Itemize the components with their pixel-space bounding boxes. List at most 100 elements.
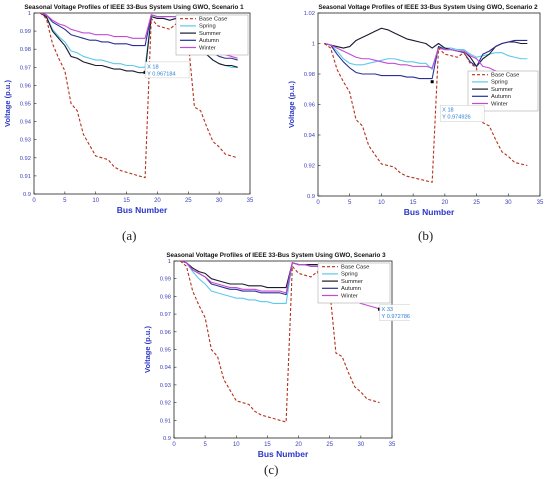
c2-legend-label: Spring [491, 80, 508, 86]
c1-ytick-label: 0.93 [20, 138, 31, 144]
c2-ytick-label: 0.96 [304, 103, 315, 109]
c3-ytick-label: 0.91 [160, 418, 171, 424]
c3-xtick-label: 10 [233, 442, 240, 448]
c3-ytick-label: 0.96 [160, 330, 171, 336]
c3-legend-label: Winter [341, 293, 358, 299]
c3-xtick-label: 20 [295, 442, 302, 448]
c3-xtick-label: 35 [389, 442, 396, 448]
c3-ytick-label: 0.94 [160, 365, 172, 371]
c2-ytick-label: 1 [312, 42, 315, 48]
c2-datatip-box [439, 105, 485, 122]
c1-datatip-line: X 18 [147, 64, 159, 70]
c2-xtick-label: 20 [442, 200, 449, 206]
c2-ytick-label: 0.94 [304, 133, 316, 139]
c1-ylabel: Voltage (p.u.) [3, 80, 12, 127]
c2-legend-label: Winter [491, 101, 508, 107]
c2-datatip-line: Y 0.974926 [442, 115, 471, 121]
c2-series-autumn [324, 39, 528, 80]
c2-ytick-label: 1.02 [304, 11, 315, 17]
c3-legend-label: Base Case [341, 265, 369, 271]
c3-xtick-label: 0 [172, 442, 176, 448]
c3-ytick-label: 1 [168, 259, 171, 265]
c2-series-base-case [324, 43, 528, 183]
c3-xtick-label: 15 [264, 442, 271, 448]
chart-scenario-3-svg: Seasonal Voltage Profiles of IEEE 33-Bus… [143, 252, 424, 459]
c3-ytick-label: 0.93 [160, 383, 171, 389]
c2-series-summer [324, 27, 528, 67]
c1-xtick-label: 15 [123, 198, 130, 204]
c3-xlabel: Bus Number [258, 449, 309, 458]
c1-ytick-label: 0.99 [20, 29, 31, 35]
c2-legend-label: Autumn [491, 94, 511, 100]
c1-xtick-label: 30 [216, 198, 223, 204]
caption-c: (c) [264, 462, 279, 477]
c3-series-base-case [179, 260, 380, 423]
c1-ytick-label: 0.9 [23, 192, 31, 198]
chart-scenario-2-svg: Seasonal Voltage Profiles of IEEE 33-Bus… [287, 4, 544, 217]
c2-xtick-label: 10 [378, 200, 385, 206]
c2-legend-label: Summer [491, 87, 513, 93]
c2-xtick-label: 30 [505, 200, 512, 206]
c1-ytick-label: 0.97 [20, 65, 31, 71]
chart-scenario-1-svg: Seasonal Voltage Profiles of IEEE 33-Bus… [3, 4, 254, 215]
c1-legend-label: Winter [199, 45, 216, 51]
c2-xtick-label: 35 [537, 200, 544, 206]
c3-ytick-label: 0.98 [160, 294, 171, 300]
c1-legend-label: Autumn [199, 38, 219, 44]
c1-datatip-line: Y 0.967184 [147, 71, 176, 77]
c3-legend-label: Autumn [341, 286, 361, 292]
c1-xtick-label: 10 [92, 198, 99, 204]
c1-ytick-label: 0.98 [20, 47, 31, 53]
c2-xtick-label: 5 [348, 200, 352, 206]
c2-ytick-label: 0.92 [304, 164, 315, 170]
c2-xtick-label: 15 [410, 200, 417, 206]
c1-ytick-label: 0.91 [20, 174, 31, 180]
chart-scenario-2: Seasonal Voltage Profiles of IEEE 33-Bus… [278, 0, 550, 222]
c2-series-spring [324, 42, 528, 70]
c2-legend-box [467, 70, 539, 112]
c2-xtick-label: 25 [473, 200, 480, 206]
c3-ytick-label: 0.97 [160, 312, 171, 318]
c2-xtick-label: 0 [316, 200, 320, 206]
c3-datatip-line: Y 0.972786 [382, 314, 410, 320]
c1-series-base-case [39, 12, 238, 179]
c3-ylabel: Voltage (p.u.) [143, 326, 152, 373]
c1-xtick-label: 0 [32, 198, 36, 204]
caption-b: (b) [418, 228, 434, 243]
c2-datatip-marker [430, 80, 434, 84]
c3-ytick-label: 0.95 [160, 348, 171, 354]
c1-ytick-label: 0.96 [20, 83, 31, 89]
c2-ytick-label: 0.9 [307, 194, 315, 200]
c1-legend-box [175, 14, 249, 56]
c2-ytick-label: 0.98 [304, 72, 315, 78]
c2-series-winter [324, 42, 528, 80]
c3-legend-label: Summer [341, 279, 363, 285]
c1-xtick-label: 25 [185, 198, 192, 204]
c3-datatip-line: X 33 [382, 307, 394, 313]
c2-title: Seasonal Voltage Profiles of IEEE 33-Bus… [318, 4, 538, 11]
c3-xtick-label: 25 [326, 442, 333, 448]
c1-title: Seasonal Voltage Profiles of IEEE 33-Bus… [24, 4, 244, 11]
c3-ytick-label: 0.99 [160, 277, 171, 283]
chart-scenario-1: Seasonal Voltage Profiles of IEEE 33-Bus… [0, 0, 268, 222]
c2-datatip-line: X 18 [442, 108, 454, 114]
c3-legend-box [317, 262, 391, 304]
c1-legend-label: Summer [199, 31, 221, 37]
c3-xtick-label: 30 [358, 442, 365, 448]
c1-legend-label: Spring [199, 24, 216, 30]
c3-ytick-label: 0.9 [163, 436, 171, 442]
c3-ytick-label: 0.92 [160, 401, 171, 407]
c2-ylabel: Voltage (p.u.) [287, 81, 296, 128]
caption-a: (a) [122, 228, 137, 243]
c2-xlabel: Bus Number [404, 207, 455, 217]
c1-datatip-box [144, 61, 190, 79]
c1-ytick-label: 1 [28, 11, 31, 17]
c3-legend-label: Spring [341, 272, 358, 278]
c3-xtick-label: 5 [203, 442, 207, 448]
c1-legend-label: Base Case [199, 17, 227, 23]
c1-ytick-label: 0.92 [20, 156, 31, 162]
c1-xlabel: Bus Number [117, 205, 168, 215]
